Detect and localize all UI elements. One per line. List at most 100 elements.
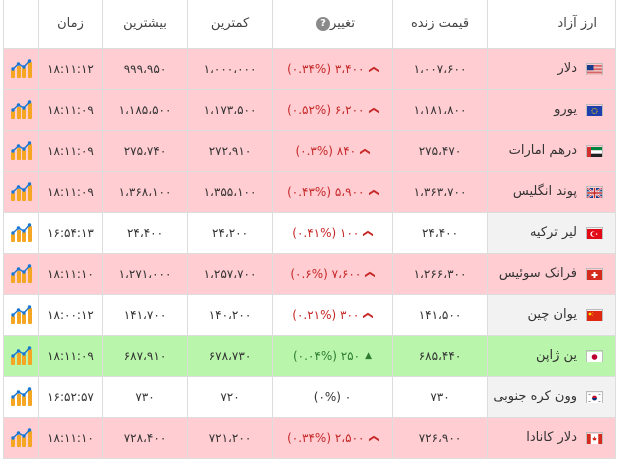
header-change: تغییر?: [272, 0, 393, 49]
chart-icon[interactable]: [10, 99, 32, 120]
time-cell: ۱۸:۱۱:۰۹: [38, 129, 103, 172]
change-value: ۳،۴۰۰ (۰.۳۴%): [287, 61, 365, 76]
gb-flag-icon: [586, 185, 603, 199]
change-value: ۱۰۰ (۰.۴۱%): [292, 225, 360, 240]
high-cell: ۱،۱۸۵،۵۰۰: [102, 88, 188, 131]
currency-name-cell[interactable]: دلار کانادا: [487, 416, 616, 459]
chart-cell[interactable]: [3, 334, 39, 377]
question-circle-icon[interactable]: ?: [316, 16, 331, 31]
table-header-row: ارز آزاد قیمت زنده تغییر? کمترین بیشترین…: [3, 0, 616, 49]
low-cell: ۱۴۰،۲۰۰: [187, 293, 273, 336]
chart-cell[interactable]: [3, 170, 39, 213]
currency-name[interactable]: درهم امارات: [508, 143, 577, 158]
currency-name-cell[interactable]: فرانک سوئیس: [487, 252, 616, 295]
currency-name[interactable]: پوند انگلیس: [512, 184, 577, 199]
change-cell: ❮۳،۴۰۰ (۰.۳۴%): [272, 47, 393, 90]
time-cell: ۱۸:۱۱:۱۰: [38, 252, 103, 295]
ch-flag-icon: [586, 267, 603, 280]
currency-name-cell[interactable]: دلار: [487, 47, 616, 90]
currency-name-cell[interactable]: وون کره جنوبی: [487, 375, 616, 418]
currency-name-cell[interactable]: یورو: [487, 88, 616, 131]
chart-icon[interactable]: [10, 345, 32, 366]
change-cell: ❮۵،۹۰۰ (۰.۴۳%): [272, 170, 393, 213]
time-cell: ۱۸:۱۱:۰۹: [38, 170, 103, 213]
chart-icon[interactable]: [10, 304, 32, 325]
currency-name[interactable]: لیر ترکیه: [529, 225, 577, 240]
table-row[interactable]: فرانک سوئیس ۱،۲۶۶،۳۰۰ ❮۷،۶۰۰ (۰.۶%) ۱،۲۵۷،۷…: [3, 252, 616, 295]
time-cell: ۱۸:۱۱:۰۹: [38, 334, 103, 377]
chart-icon[interactable]: [10, 181, 32, 202]
header-high: بیشترین: [102, 0, 188, 49]
chart-cell[interactable]: [3, 375, 39, 418]
change-value: ۷،۶۰۰ (۰.۶%): [290, 266, 362, 281]
high-cell: ۱۴۱،۷۰۰: [102, 293, 188, 336]
high-cell: ۱،۳۶۸،۱۰۰: [102, 170, 188, 213]
table-row[interactable]: پوند انگلیس ۱،۳۶۳،۷۰۰ ❮۵،۹۰۰ (۰.۴۳%) ۱،۳۵۵،…: [3, 170, 616, 213]
table-row[interactable]: ین ژاپن ۶۸۵،۴۴۰ ▲ ۲۵۰ (۰.۰۴%) ۶۷۸،۷۳۰ ۶۸۷،۹۱۰…: [3, 334, 616, 377]
chart-cell[interactable]: [3, 211, 39, 254]
chart-icon[interactable]: [10, 263, 32, 284]
ca-flag-icon: [586, 431, 603, 444]
table-row[interactable]: دلار ۱،۰۰۷،۶۰۰ ❮۳،۴۰۰ (۰.۳۴%) ۱،۰۰۰،۰۰۰ ۹۹۹،…: [3, 47, 616, 90]
chart-cell[interactable]: [3, 293, 39, 336]
high-cell: ۲۷۵،۷۴۰: [102, 129, 188, 172]
low-cell: ۱،۱۷۳،۵۰۰: [187, 88, 273, 131]
arrow-up-icon: ▲: [365, 351, 372, 361]
currency-name[interactable]: دلار کانادا: [526, 430, 577, 445]
time-cell: ۱۶:۵۴:۱۳: [38, 211, 103, 254]
currency-name-cell[interactable]: یوان چین: [487, 293, 616, 336]
price-cell: ۶۸۵،۴۴۰: [392, 334, 488, 377]
currency-name-cell[interactable]: درهم امارات: [487, 129, 616, 172]
chart-cell[interactable]: [3, 416, 39, 459]
table-row[interactable]: دلار کانادا ۷۲۶،۹۰۰ ❮۲،۵۰۰ (۰.۳۴%) ۷۲۱،۲۰۰ ۷…: [3, 416, 616, 459]
header-name: ارز آزاد: [487, 0, 616, 49]
time-cell: ۱۸:۰۰:۱۲: [38, 293, 103, 336]
price-cell: ۱،۰۰۷،۶۰۰: [392, 47, 488, 90]
chart-icon[interactable]: [10, 222, 32, 243]
chart-cell[interactable]: [3, 47, 39, 90]
cn-flag-icon: [586, 308, 603, 321]
price-cell: ۱۴۱،۵۰۰: [392, 293, 488, 336]
high-cell: ۹۹۹،۹۵۰: [102, 47, 188, 90]
chart-cell[interactable]: [3, 129, 39, 172]
table-row[interactable]: یوان چین ۱۴۱،۵۰۰ ❮۳۰۰ (۰.۲۱%) ۱۴۰،۲۰۰ ۱۴۱،۷۰…: [3, 293, 616, 336]
currency-name[interactable]: یوان چین: [527, 307, 577, 322]
kr-flag-icon: [586, 390, 603, 403]
change-value: ۲،۵۰۰ (۰.۳۴%): [287, 430, 365, 445]
currency-name[interactable]: ین ژاپن: [535, 348, 577, 363]
chevron-down-icon: ❮: [364, 269, 376, 279]
currency-name[interactable]: یورو: [554, 102, 577, 117]
change-cell: ❮۷،۶۰۰ (۰.۶%): [272, 252, 393, 295]
chart-icon[interactable]: [10, 386, 32, 407]
currency-name[interactable]: فرانک سوئیس: [498, 266, 577, 281]
chart-cell[interactable]: [3, 88, 39, 131]
currency-name-cell[interactable]: پوند انگلیس: [487, 170, 616, 213]
currency-name[interactable]: وون کره جنوبی: [493, 389, 577, 404]
header-change-label: تغییر: [330, 16, 355, 32]
currency-name-cell[interactable]: لیر ترکیه: [487, 211, 616, 254]
tr-flag-icon: [586, 226, 603, 239]
low-cell: ۶۷۸،۷۳۰: [187, 334, 273, 377]
time-cell: ۱۶:۵۲:۵۷: [38, 375, 103, 418]
eu-flag-icon: [586, 103, 603, 116]
chevron-down-icon: ❮: [368, 187, 380, 197]
chart-icon[interactable]: [10, 58, 32, 79]
chart-cell[interactable]: [3, 252, 39, 295]
price-cell: ۲۴،۴۰۰: [392, 211, 488, 254]
price-cell: ۷۲۶،۹۰۰: [392, 416, 488, 459]
high-cell: ۱،۲۷۱،۰۰۰: [102, 252, 188, 295]
chart-icon[interactable]: [10, 140, 32, 161]
table-row[interactable]: درهم امارات ۲۷۵،۴۷۰ ❮۸۴۰ (۰.۳%) ۲۷۲،۹۱۰ ۲۷۵،…: [3, 129, 616, 172]
change-cell: ▲ ۲۵۰ (۰.۰۴%): [272, 334, 393, 377]
currency-name-cell[interactable]: ین ژاپن: [487, 334, 616, 377]
change-cell: ❮۳۰۰ (۰.۲۱%): [272, 293, 393, 336]
high-cell: ۶۸۷،۹۱۰: [102, 334, 188, 377]
currency-name[interactable]: دلار: [557, 61, 577, 76]
change-value: ۶،۲۰۰ (۰.۵۲%): [287, 102, 365, 117]
change-value: ۲۵۰ (۰.۰۴%): [292, 348, 361, 363]
table-row[interactable]: وون کره جنوبی ۷۳۰ ۰ (۰%) ۷۲۰ ۷۳۰ ۱۶:۵۲:۵۷: [3, 375, 616, 418]
low-cell: ۲۴،۲۰۰: [187, 211, 273, 254]
table-row[interactable]: لیر ترکیه ۲۴،۴۰۰ ❮۱۰۰ (۰.۴۱%) ۲۴،۲۰۰ ۲۴،۴۰۰ ۱…: [3, 211, 616, 254]
table-row[interactable]: یورو ۱،۱۸۱،۸۰۰ ❮۶،۲۰۰ (۰.۵۲%) ۱،۱۷۳،۵۰۰ ۱،۱۸…: [3, 88, 616, 131]
chart-icon[interactable]: [10, 427, 32, 448]
